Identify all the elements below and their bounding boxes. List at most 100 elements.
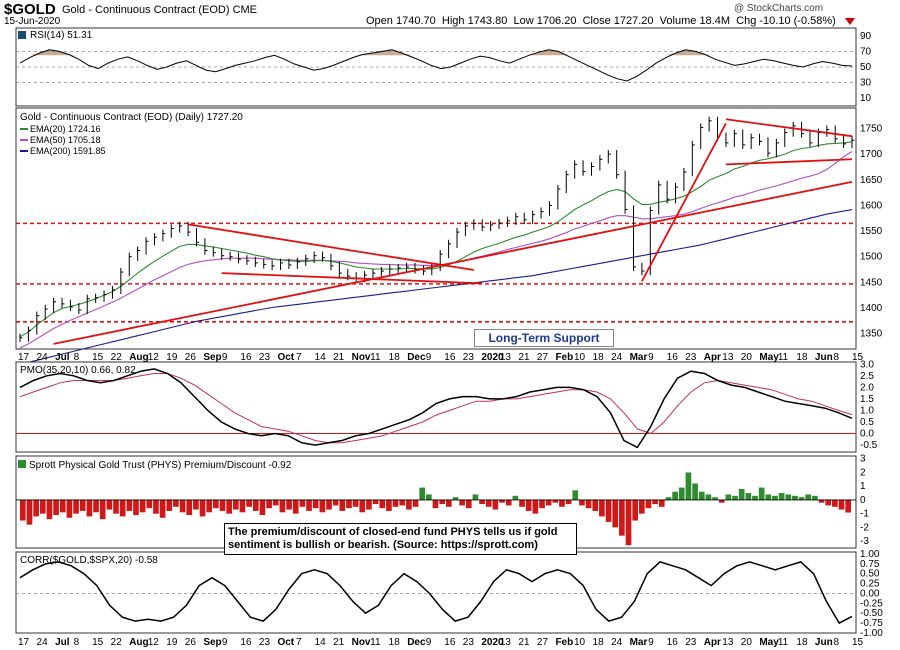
rsi-overbought-fill: [39, 49, 50, 56]
rsi-y-tick: 10: [860, 93, 872, 104]
phys-bar: [712, 497, 718, 500]
phys-bar: [519, 499, 525, 507]
rsi-overbought-fill: [68, 54, 79, 56]
phys-bar: [99, 499, 106, 520]
corr-x-tick: 18: [389, 637, 401, 648]
phys-bar: [286, 499, 292, 510]
phys-bar: [619, 499, 625, 536]
low-value: 1706.20: [536, 15, 577, 27]
corr-x-tick: Mar: [630, 637, 648, 648]
corr-x-tick: 21: [333, 637, 345, 648]
corr-x-tick: Nov: [352, 637, 371, 648]
phys-bar: [805, 494, 812, 500]
phys-bar: [512, 495, 519, 500]
price-x-tick: 16: [240, 352, 252, 363]
phys-bar: [572, 490, 579, 500]
corr-x-tick: 24: [37, 637, 49, 648]
phys-bar: [579, 499, 585, 506]
phys-bar: [412, 499, 419, 507]
price-title: Gold - Continuous Contract (EOD) (Daily)…: [20, 112, 243, 123]
phys-y-tick: -2: [860, 522, 869, 533]
ema200-line: [19, 209, 853, 365]
phys-bar: [812, 495, 818, 500]
corr-x-tick: 13: [722, 637, 734, 648]
phys-bar: [332, 499, 339, 506]
phys-bar: [632, 499, 639, 521]
price-y-tick: 1650: [860, 175, 883, 186]
phys-bar: [246, 499, 252, 507]
phys-bar: [226, 499, 232, 514]
phys-bar: [26, 499, 33, 525]
corr-y-tick: -0.75: [860, 618, 883, 629]
phys-bar: [106, 499, 113, 510]
phys-bar: [259, 499, 266, 516]
callout-line-1: The premium/discount of closed-end fund …: [228, 526, 558, 538]
phys-bar: [499, 499, 505, 503]
phys-bar: [133, 499, 139, 516]
pmo-y-tick: 3.0: [860, 359, 874, 370]
pmo-y-tick: 0.0: [860, 429, 874, 440]
corr-x-tick: 27: [537, 637, 549, 648]
rsi-overbought-fill: [666, 52, 676, 56]
price-x-tick: 8: [74, 352, 80, 363]
price-x-tick: 13: [500, 352, 512, 363]
phys-bar: [725, 494, 732, 500]
april-rising-trendline: [641, 122, 727, 282]
corr-x-tick: 16: [444, 637, 456, 648]
volume-label: Volume: [659, 15, 697, 27]
phys-bar: [352, 499, 359, 507]
phys-bar: [46, 499, 53, 520]
corr-x-tick: 9: [648, 637, 654, 648]
price-x-tick: 13: [722, 352, 734, 363]
phys-bar: [539, 499, 545, 509]
phys-bar: [53, 499, 59, 516]
phys-bar: [752, 495, 758, 500]
price-x-tick: 26: [185, 352, 197, 363]
phys-bar: [459, 499, 465, 506]
corr-x-tick: 13: [500, 637, 512, 648]
corr-y-tick: 0.75: [860, 559, 880, 570]
phys-bar: [199, 499, 206, 517]
rsi-overbought-fill: [705, 54, 715, 56]
long-term-support-label: Long-Term Support: [474, 329, 614, 347]
corr-x-tick: 18: [593, 637, 605, 648]
corr-x-tick: 23: [259, 637, 271, 648]
rsi-y-tick: 70: [860, 46, 872, 57]
price-x-tick: 2020: [481, 352, 504, 363]
corr-x-tick: 8: [833, 637, 839, 648]
phys-bar: [765, 494, 772, 500]
ema20-line: [19, 141, 853, 338]
price-x-tick: Oct: [277, 352, 294, 363]
phys-bar: [386, 499, 392, 511]
price-x-tick: 23: [685, 352, 697, 363]
corr-x-tick: 11: [778, 637, 789, 648]
phys-bar: [193, 499, 199, 510]
phys-bar: [219, 499, 226, 511]
phys-y-tick: 3: [860, 454, 866, 465]
phys-bar: [406, 499, 412, 510]
price-x-tick: 21: [333, 352, 345, 363]
phys-bar: [146, 499, 153, 509]
phys-bar: [232, 499, 239, 510]
price-y-tick: 1350: [860, 329, 883, 340]
phys-bar: [426, 494, 432, 500]
phys-bar: [778, 493, 785, 500]
price-x-tick: 12: [148, 352, 160, 363]
phys-bar: [206, 499, 213, 513]
corr-x-tick: 15: [852, 637, 864, 648]
phys-bar: [612, 499, 619, 528]
phys-bar: [366, 499, 372, 510]
corr-y-tick: 0.00: [860, 588, 880, 599]
corr-x-tick: Apr: [704, 637, 721, 648]
phys-bar: [79, 499, 86, 511]
corr-x-tick: May: [759, 637, 779, 648]
open-value: 1740.70: [395, 15, 436, 27]
pmo-y-tick: 1.5: [860, 394, 874, 405]
price-x-tick: 11: [778, 352, 789, 363]
corr-x-tick: 20: [741, 637, 753, 648]
price-x-tick: 24: [611, 352, 623, 363]
symbol-description: Gold - Continuous Contract (EOD) CME: [62, 4, 258, 16]
phys-bar: [139, 499, 146, 513]
phys-y-tick: 0: [860, 495, 866, 506]
phys-bar: [452, 497, 459, 500]
